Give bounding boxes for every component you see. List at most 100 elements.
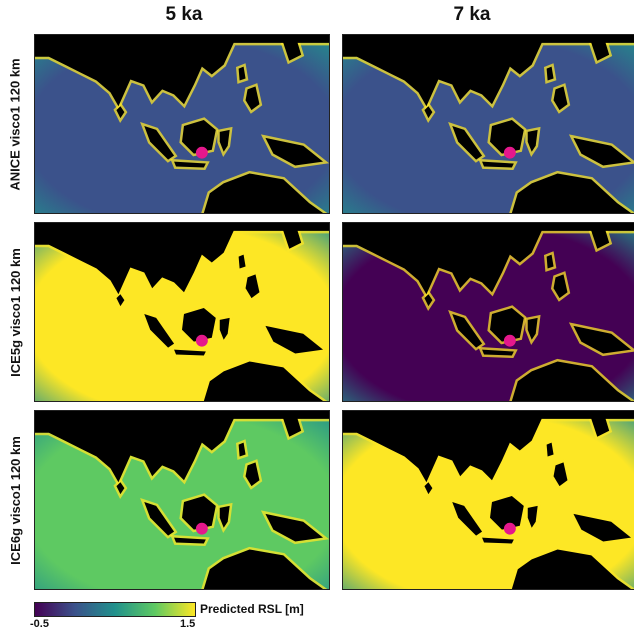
site-marker (195, 146, 208, 159)
landmass (203, 361, 324, 401)
landmass (174, 161, 206, 168)
coastal-halo (487, 305, 527, 345)
landmass (174, 537, 206, 544)
landmass (573, 325, 632, 354)
column-title-5ka: 5 ka (165, 4, 203, 25)
landmass (482, 161, 514, 168)
landmass (511, 549, 632, 589)
landmass (182, 120, 216, 154)
colorbar-max-label: 1.5 (180, 618, 196, 630)
landmass (343, 411, 634, 483)
site-marker (195, 522, 208, 535)
site-marker (503, 146, 516, 159)
map-panel-ice6g-5ka (34, 410, 330, 590)
landmass (35, 35, 329, 107)
map-panel-ice5g-5ka (34, 222, 330, 402)
landmass (589, 223, 610, 249)
landmass (546, 442, 554, 457)
landmass (144, 501, 175, 536)
landmass (573, 137, 632, 166)
site-marker (503, 522, 516, 535)
landmass (281, 35, 302, 61)
coastal-halo (179, 305, 219, 345)
landmass (343, 223, 634, 295)
landmass (219, 505, 230, 528)
coastal-halo (179, 493, 219, 533)
coastal-halo (509, 358, 634, 401)
colorbar (34, 602, 196, 617)
landmass (245, 86, 260, 111)
coastal-halo (550, 459, 571, 490)
landmass (281, 411, 302, 437)
landmass (238, 442, 246, 457)
landmass (219, 317, 230, 340)
landmass (116, 482, 125, 495)
landmass (589, 35, 610, 61)
landmass (343, 35, 634, 107)
landmass (182, 496, 216, 530)
site-marker (195, 334, 208, 347)
landmass (144, 313, 175, 348)
landmass (482, 349, 514, 356)
column-title-7ka: 7 ka (453, 4, 491, 25)
coastal-halo (201, 358, 328, 401)
landmass (144, 125, 175, 160)
landmass (238, 254, 246, 269)
coastal-halo (201, 546, 328, 589)
landmass (482, 537, 514, 544)
landmass (424, 294, 433, 307)
landmass (116, 106, 125, 119)
landmass (553, 86, 568, 111)
coastal-halo (242, 271, 263, 302)
landmass (174, 349, 206, 356)
landmass (452, 313, 483, 348)
landmass (527, 317, 538, 340)
landmass (490, 496, 524, 530)
landmass (490, 308, 524, 342)
coastal-halo (235, 439, 249, 460)
landmass (265, 325, 324, 354)
landmass (527, 129, 538, 152)
row-title-ice6g: ICE6g visco1 120 km (7, 435, 23, 565)
landmass (245, 462, 260, 487)
row-title-anice: ANICE visco1 120 km (7, 57, 23, 191)
site-marker (503, 334, 516, 347)
coastal-halo (487, 493, 527, 533)
map-panel-ice6g-7ka (342, 410, 634, 590)
landmass (265, 137, 324, 166)
landmass (424, 106, 433, 119)
landmass (553, 462, 568, 487)
landmass (35, 411, 329, 483)
landmass (219, 129, 230, 152)
landmass (490, 120, 524, 154)
landmass (511, 173, 632, 213)
landmass (116, 294, 125, 307)
coastal-halo (242, 459, 263, 490)
landmass (203, 549, 324, 589)
landmass (452, 501, 483, 536)
landmass (452, 125, 483, 160)
landmass (424, 482, 433, 495)
landmass (203, 173, 324, 213)
coastal-halo (35, 223, 329, 300)
landmass (182, 308, 216, 342)
landmass (245, 274, 260, 299)
row-title-ice5g: ICE5g visco1 120 km (7, 247, 23, 377)
colorbar-label: Predicted RSL [m] (200, 602, 304, 616)
landmass (589, 411, 610, 437)
coastal-halo (550, 271, 571, 302)
landmass (546, 66, 554, 81)
landmass (511, 361, 632, 401)
landmass (527, 505, 538, 528)
coastal-halo (509, 546, 634, 589)
landmass (281, 223, 302, 249)
landmass (35, 223, 329, 295)
coastal-halo (235, 251, 249, 272)
landmass (265, 513, 324, 542)
landmass (553, 274, 568, 299)
landmass (546, 254, 554, 269)
coastal-halo (235, 63, 249, 84)
landmass (238, 66, 246, 81)
landmass (573, 513, 632, 542)
colorbar-min-label: -0.5 (30, 618, 49, 630)
